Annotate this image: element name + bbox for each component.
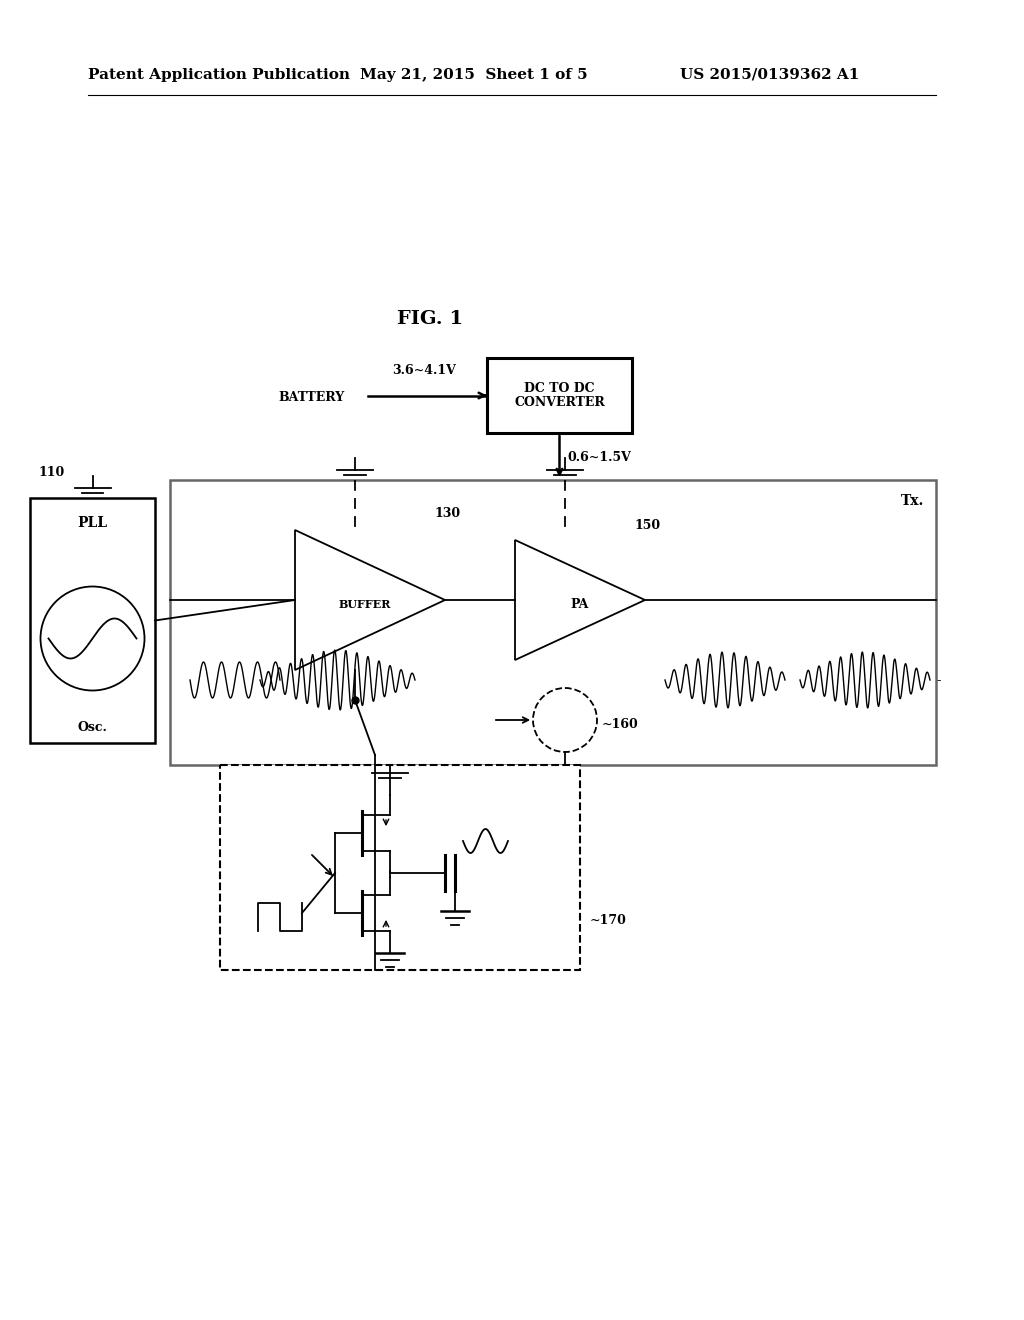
Bar <box>487 358 632 433</box>
Text: ~160: ~160 <box>602 718 639 731</box>
Text: 150: 150 <box>635 519 662 532</box>
Text: PA: PA <box>570 598 589 610</box>
Text: BUFFER: BUFFER <box>339 598 391 610</box>
Circle shape <box>534 688 597 752</box>
Text: PLL: PLL <box>78 516 108 531</box>
Text: May 21, 2015  Sheet 1 of 5: May 21, 2015 Sheet 1 of 5 <box>360 69 588 82</box>
Polygon shape <box>515 540 645 660</box>
Text: DC TO DC
CONVERTER: DC TO DC CONVERTER <box>514 381 605 409</box>
Bar <box>220 766 580 970</box>
Text: BATTERY: BATTERY <box>278 391 344 404</box>
Bar <box>170 480 936 766</box>
Polygon shape <box>295 531 445 671</box>
Text: Patent Application Publication: Patent Application Publication <box>88 69 350 82</box>
Text: Tx.: Tx. <box>901 494 924 508</box>
Text: US 2015/0139362 A1: US 2015/0139362 A1 <box>680 69 859 82</box>
Text: ~170: ~170 <box>590 913 627 927</box>
Text: 0.6~1.5V: 0.6~1.5V <box>567 451 632 465</box>
Bar <box>30 498 155 743</box>
Text: Osc.: Osc. <box>78 721 108 734</box>
Circle shape <box>41 586 144 690</box>
Text: FIG. 1: FIG. 1 <box>397 310 463 327</box>
Text: 130: 130 <box>435 507 461 520</box>
Text: 110: 110 <box>38 466 65 479</box>
Text: 3.6~4.1V: 3.6~4.1V <box>392 364 456 378</box>
